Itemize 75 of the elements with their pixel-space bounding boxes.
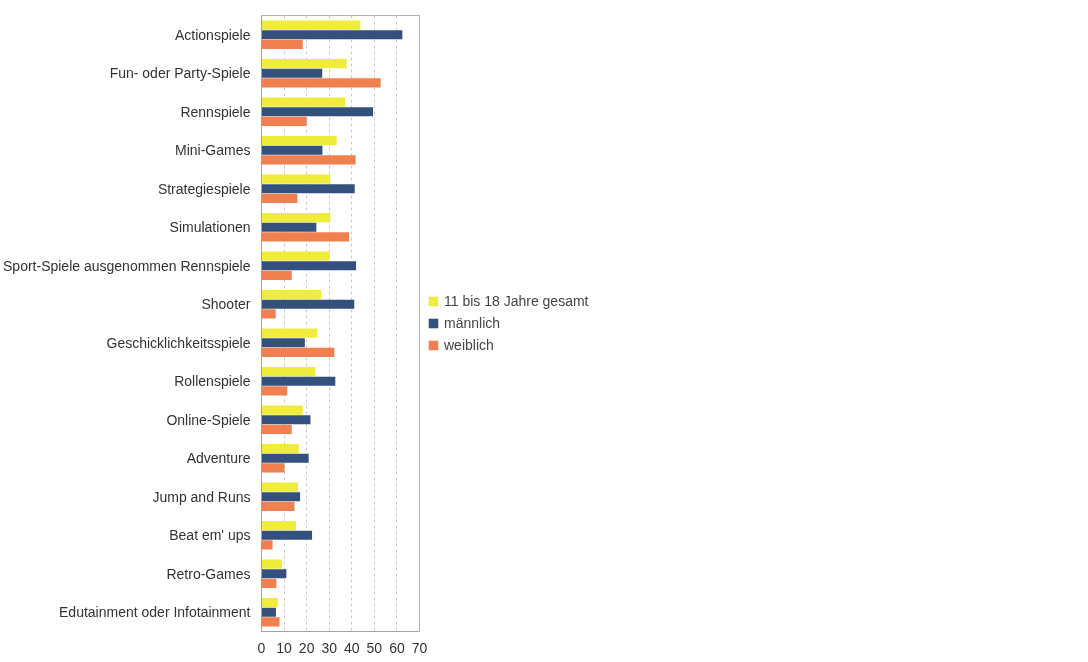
bar bbox=[261, 251, 330, 261]
y-tick-label: Fun- oder Party-Spiele bbox=[109, 65, 251, 82]
bar bbox=[261, 559, 283, 569]
bar bbox=[261, 145, 323, 155]
bar bbox=[261, 184, 355, 194]
bar bbox=[261, 444, 299, 454]
bar bbox=[261, 155, 356, 165]
bar bbox=[261, 68, 323, 78]
y-tick-label: Rennspiele bbox=[180, 103, 251, 120]
y-tick-label: Beat em' ups bbox=[169, 527, 251, 544]
bar bbox=[261, 501, 295, 511]
x-tick-label: 0 bbox=[257, 639, 266, 656]
y-tick-label: Adventure bbox=[186, 450, 251, 467]
bar bbox=[261, 97, 346, 107]
y-tick-label: Rollenspiele bbox=[174, 373, 251, 390]
bar bbox=[261, 309, 276, 319]
y-tick-label: Jump and Runs bbox=[152, 488, 251, 505]
bar bbox=[261, 232, 350, 242]
bar bbox=[261, 222, 317, 232]
bar bbox=[261, 530, 313, 540]
bar bbox=[261, 453, 309, 463]
y-tick-label: Actionspiele bbox=[175, 26, 251, 43]
bar bbox=[261, 424, 292, 434]
x-tick-label: 20 bbox=[298, 639, 315, 656]
legend-label: 11 bis 18 Jahre gesamt bbox=[444, 293, 589, 309]
bar bbox=[261, 347, 335, 357]
bar bbox=[261, 569, 287, 579]
y-tick-label: Shooter bbox=[201, 296, 251, 313]
y-tick-label: Online-Spiele bbox=[166, 411, 251, 428]
bar bbox=[261, 328, 318, 338]
y-tick-label: Mini-Games bbox=[175, 142, 251, 159]
bar bbox=[261, 617, 280, 627]
bar bbox=[261, 270, 292, 280]
bar bbox=[261, 136, 337, 146]
bar bbox=[261, 540, 273, 550]
bar bbox=[261, 193, 298, 203]
bar bbox=[261, 405, 303, 415]
x-tick-label: 50 bbox=[366, 639, 383, 656]
x-tick-label: 40 bbox=[344, 639, 360, 656]
bar bbox=[261, 578, 277, 588]
bar bbox=[261, 386, 288, 396]
bar bbox=[261, 521, 297, 531]
y-tick-label: Retro-Games bbox=[166, 565, 251, 582]
bar bbox=[261, 59, 347, 69]
bar bbox=[261, 299, 355, 309]
x-tick-label: 30 bbox=[321, 639, 338, 656]
bar bbox=[261, 415, 311, 425]
bar bbox=[261, 492, 301, 502]
x-tick-label: 10 bbox=[276, 639, 293, 656]
bar bbox=[261, 607, 276, 617]
bar bbox=[261, 213, 331, 223]
bar bbox=[261, 598, 278, 608]
bar bbox=[261, 116, 307, 126]
legend-label: männlich bbox=[444, 315, 501, 331]
bar bbox=[261, 261, 357, 271]
bar bbox=[261, 376, 336, 386]
bar bbox=[261, 30, 403, 40]
bar bbox=[261, 367, 316, 377]
bar bbox=[261, 78, 381, 88]
bar bbox=[261, 174, 331, 184]
legend-label: weiblich bbox=[444, 337, 494, 353]
bar bbox=[261, 20, 361, 30]
bar bbox=[261, 338, 305, 348]
y-tick-label: Geschicklichkeitsspiele bbox=[106, 334, 251, 351]
x-tick-label: 60 bbox=[389, 639, 405, 656]
bar bbox=[261, 482, 299, 492]
y-tick-label: Sport-Spiele ausgenommen Rennspiele bbox=[3, 257, 251, 274]
y-tick-label: Strategiespiele bbox=[157, 180, 251, 197]
x-tick-label: 70 bbox=[411, 639, 428, 656]
bar bbox=[261, 290, 322, 300]
bar bbox=[261, 463, 285, 473]
bar bbox=[261, 107, 373, 117]
y-tick-label: Edutainment oder Infotainment bbox=[59, 604, 251, 621]
bar bbox=[261, 39, 303, 49]
y-tick-label: Simulationen bbox=[169, 219, 251, 236]
